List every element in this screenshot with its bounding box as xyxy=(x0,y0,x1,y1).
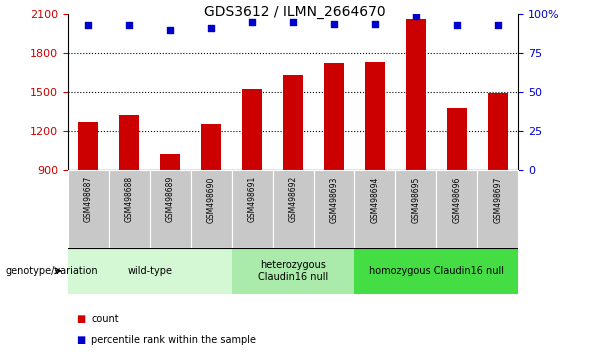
Bar xyxy=(119,115,140,170)
Bar xyxy=(160,154,180,170)
Point xyxy=(329,21,339,26)
Bar xyxy=(68,248,231,294)
Bar xyxy=(446,108,467,170)
Bar xyxy=(313,170,355,248)
Text: GSM498697: GSM498697 xyxy=(494,176,502,223)
Bar xyxy=(191,170,231,248)
Bar xyxy=(68,170,109,248)
Bar xyxy=(150,170,191,248)
Bar xyxy=(365,62,385,170)
Point xyxy=(289,19,298,25)
Bar xyxy=(273,170,313,248)
Point xyxy=(84,22,93,28)
Text: ■: ■ xyxy=(77,335,86,345)
Point xyxy=(166,27,175,33)
Text: wild-type: wild-type xyxy=(127,266,172,276)
Point xyxy=(124,22,134,28)
Text: GSM498687: GSM498687 xyxy=(84,176,92,222)
Bar xyxy=(436,170,477,248)
Point xyxy=(411,13,421,18)
Text: GDS3612 / ILMN_2664670: GDS3612 / ILMN_2664670 xyxy=(204,5,385,19)
Text: GSM498692: GSM498692 xyxy=(289,176,297,222)
Bar xyxy=(355,248,518,294)
Text: GSM498688: GSM498688 xyxy=(125,176,134,222)
Text: count: count xyxy=(91,314,119,324)
Text: GSM498695: GSM498695 xyxy=(411,176,421,223)
Bar xyxy=(231,170,273,248)
Bar xyxy=(283,75,303,170)
Text: ■: ■ xyxy=(77,314,86,324)
Point xyxy=(493,22,502,28)
Text: genotype/variation: genotype/variation xyxy=(6,266,98,276)
Text: GSM498691: GSM498691 xyxy=(247,176,257,222)
Bar xyxy=(242,90,262,170)
Bar xyxy=(477,170,518,248)
Point xyxy=(452,22,462,28)
Text: GSM498690: GSM498690 xyxy=(207,176,216,223)
Point xyxy=(206,25,216,31)
Bar xyxy=(324,63,344,170)
Bar xyxy=(355,170,395,248)
Point xyxy=(247,19,257,25)
Text: homozygous Claudin16 null: homozygous Claudin16 null xyxy=(369,266,504,276)
Bar xyxy=(231,248,355,294)
Point xyxy=(370,21,380,26)
Text: percentile rank within the sample: percentile rank within the sample xyxy=(91,335,256,345)
Text: GSM498693: GSM498693 xyxy=(329,176,339,223)
Bar xyxy=(406,19,426,170)
Text: GSM498696: GSM498696 xyxy=(452,176,461,223)
Text: heterozygous
Claudin16 null: heterozygous Claudin16 null xyxy=(258,260,328,282)
Bar xyxy=(78,122,98,170)
Text: GSM498694: GSM498694 xyxy=(370,176,379,223)
Bar xyxy=(201,125,221,170)
Bar xyxy=(109,170,150,248)
Bar xyxy=(395,170,436,248)
Text: GSM498689: GSM498689 xyxy=(166,176,175,222)
Bar xyxy=(488,93,508,170)
